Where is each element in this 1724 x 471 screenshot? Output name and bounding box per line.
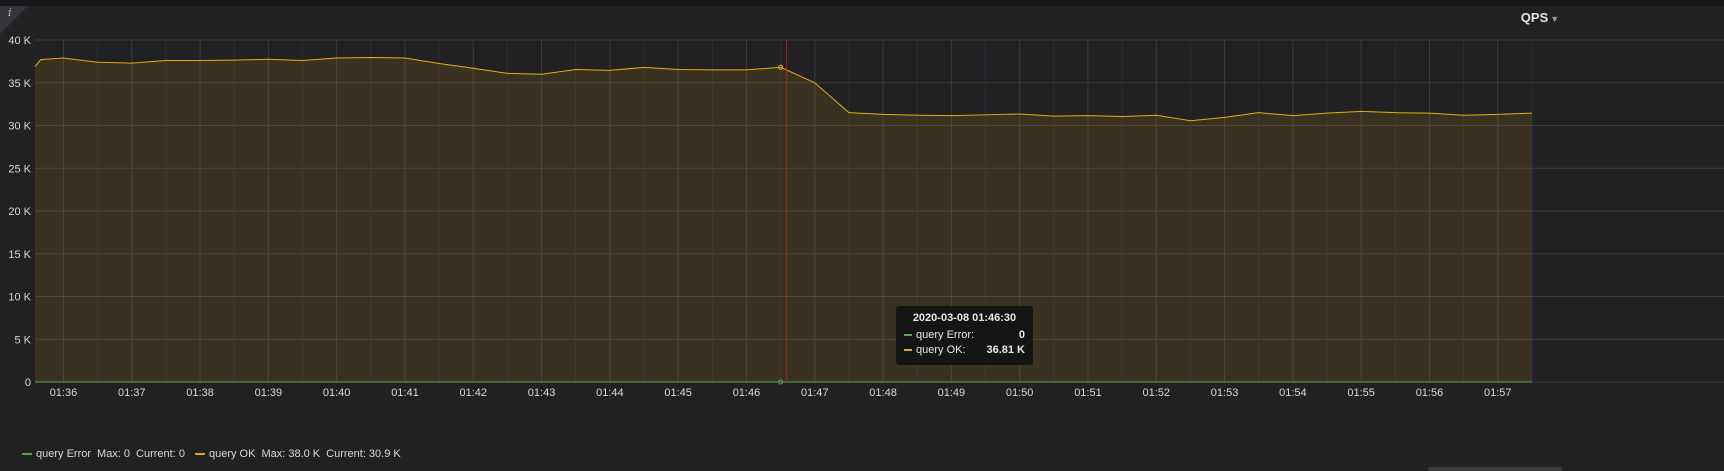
- y-tick-label: 25 K: [8, 163, 31, 175]
- y-tick-label: 0: [25, 377, 31, 389]
- tooltip-value: 0: [1018, 328, 1025, 341]
- panel-title-text: QPS: [1520, 10, 1549, 25]
- horizontal-scrollbar[interactable]: [1428, 467, 1562, 471]
- x-tick-label: 01:39: [255, 387, 283, 399]
- x-tick-label: 01:50: [1006, 387, 1034, 399]
- x-tick-label: 01:51: [1074, 387, 1102, 399]
- x-tick-label: 01:46: [733, 387, 761, 399]
- chart-legend: query Error Max: 0 Current: 0 query OK M…: [22, 448, 411, 460]
- tooltip-label: query Error:: [916, 328, 975, 341]
- x-tick-label: 01:47: [801, 387, 829, 399]
- legend-swatch-query-ok[interactable]: [194, 453, 205, 455]
- series-line-query-ok[interactable]: [34, 57, 1532, 122]
- graph-panel: i QPS ▼: [0, 6, 1724, 471]
- x-tick-label: 01:56: [1416, 387, 1444, 399]
- chart-hover: [778, 40, 788, 385]
- x-tick-label: 01:44: [596, 387, 624, 399]
- x-tick-label: 01:43: [528, 387, 556, 399]
- chart-series: [34, 57, 1532, 383]
- legend-swatch-query-error[interactable]: [22, 453, 32, 455]
- legend-item-query-ok[interactable]: query OK Max: 38.0 K Current: 30.9 K: [194, 448, 401, 460]
- legend-item-query-error[interactable]: query Error Max: 0 Current: 0: [22, 448, 185, 460]
- x-axis: 01:36 01:37 01:38 01:39 01:40 01:41 01:42 01:43…: [50, 387, 1512, 399]
- x-tick-label: 01:41: [391, 387, 419, 399]
- info-icon[interactable]: i: [8, 6, 12, 19]
- y-tick-label: 10 K: [8, 292, 31, 304]
- tooltip-swatch-query-ok: [904, 348, 912, 351]
- x-tick-label: 01:54: [1279, 387, 1307, 399]
- chart-tooltip: 2020-03-08 01:46:30 query Error: 0 query…: [896, 306, 1033, 365]
- x-tick-label: 01:49: [938, 387, 966, 399]
- series-area-query-ok: [35, 57, 1532, 383]
- tooltip-row-query-error: query Error: 0: [904, 327, 1025, 342]
- legend-max: Max: 0: [97, 448, 131, 460]
- y-tick-label: 20 K: [8, 206, 31, 218]
- tooltip-swatch-query-error: [904, 333, 912, 336]
- x-tick-label: 01:53: [1211, 387, 1239, 399]
- chart-grid: [35, 39, 1724, 383]
- y-axis: 0 5 K 10 K 15 K 20 K 25 K 30 K 35 K 40 K: [8, 35, 31, 389]
- x-tick-label: 01:40: [323, 387, 351, 399]
- x-tick-label: 01:37: [118, 387, 146, 399]
- tooltip-label: query OK:: [916, 343, 966, 356]
- x-tick-label: 01:36: [50, 387, 78, 399]
- hover-point-query-ok: [778, 64, 784, 70]
- panel-title[interactable]: QPS ▼: [1470, 10, 1610, 25]
- caret-down-icon[interactable]: ▼: [1550, 14, 1560, 24]
- x-tick-label: 01:38: [186, 387, 214, 399]
- tooltip-time: 2020-03-08 01:46:30: [912, 312, 1017, 324]
- y-tick-label: 35 K: [8, 78, 31, 90]
- x-tick-label: 01:57: [1484, 387, 1512, 399]
- y-tick-label: 40 K: [8, 35, 31, 47]
- hover-point-query-error: [778, 379, 784, 385]
- x-tick-label: 01:42: [459, 387, 487, 399]
- legend-current: Current: 0: [136, 448, 185, 460]
- y-tick-label: 15 K: [8, 249, 31, 261]
- panel-info-corner[interactable]: [0, 6, 28, 34]
- x-tick-label: 01:55: [1347, 387, 1375, 399]
- legend-max: Max: 38.0 K: [261, 448, 321, 460]
- x-tick-label: 01:48: [869, 387, 897, 399]
- y-tick-label: 30 K: [8, 121, 31, 133]
- tooltip-value: 36.81 K: [986, 343, 1025, 356]
- legend-series-name[interactable]: query Error: [36, 448, 92, 460]
- x-tick-label: 01:52: [1142, 387, 1170, 399]
- tooltip-row-query-ok: query OK: 36.81 K: [904, 342, 1025, 357]
- y-tick-label: 5 K: [14, 334, 31, 346]
- x-tick-label: 01:45: [664, 387, 692, 399]
- legend-series-name[interactable]: query OK: [208, 448, 256, 460]
- legend-current: Current: 30.9 K: [326, 448, 401, 460]
